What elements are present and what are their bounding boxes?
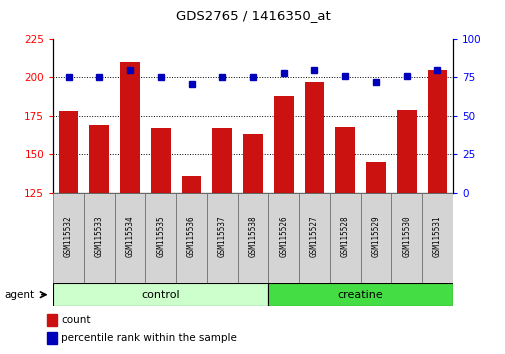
Bar bbox=[268, 193, 298, 283]
Bar bbox=[396, 110, 416, 193]
Text: GSM115532: GSM115532 bbox=[64, 216, 73, 257]
Bar bbox=[47, 332, 57, 344]
Bar bbox=[59, 111, 78, 193]
Bar bbox=[304, 82, 324, 193]
Bar bbox=[242, 135, 263, 193]
Text: GDS2765 / 1416350_at: GDS2765 / 1416350_at bbox=[175, 9, 330, 22]
Text: GSM115533: GSM115533 bbox=[94, 216, 104, 257]
Bar bbox=[115, 193, 145, 283]
Bar bbox=[427, 70, 446, 193]
Bar bbox=[181, 176, 201, 193]
Bar bbox=[273, 96, 293, 193]
Bar bbox=[360, 193, 390, 283]
Text: agent: agent bbox=[4, 290, 34, 300]
Text: creatine: creatine bbox=[337, 290, 383, 300]
Bar bbox=[298, 193, 329, 283]
Bar bbox=[212, 128, 232, 193]
Text: GSM115538: GSM115538 bbox=[248, 216, 257, 257]
Text: GSM115534: GSM115534 bbox=[125, 216, 134, 257]
Bar bbox=[390, 193, 421, 283]
Bar bbox=[89, 125, 109, 193]
Text: GSM115535: GSM115535 bbox=[156, 216, 165, 257]
Bar bbox=[329, 193, 360, 283]
Text: GSM115527: GSM115527 bbox=[310, 216, 318, 257]
Text: GSM115528: GSM115528 bbox=[340, 216, 349, 257]
Text: GSM115529: GSM115529 bbox=[371, 216, 380, 257]
Bar bbox=[421, 193, 452, 283]
Text: GSM115537: GSM115537 bbox=[217, 216, 226, 257]
Text: GSM115531: GSM115531 bbox=[432, 216, 441, 257]
Bar bbox=[237, 193, 268, 283]
Bar bbox=[150, 128, 170, 193]
Bar bbox=[47, 314, 57, 326]
Text: GSM115526: GSM115526 bbox=[279, 216, 288, 257]
Bar bbox=[120, 62, 140, 193]
Bar bbox=[84, 193, 115, 283]
Bar bbox=[53, 193, 84, 283]
Bar bbox=[207, 193, 237, 283]
Text: GSM115530: GSM115530 bbox=[401, 216, 411, 257]
Bar bbox=[53, 283, 268, 306]
Text: percentile rank within the sample: percentile rank within the sample bbox=[61, 333, 236, 343]
Text: count: count bbox=[61, 315, 90, 325]
Bar bbox=[268, 283, 452, 306]
Bar bbox=[176, 193, 207, 283]
Text: control: control bbox=[141, 290, 180, 300]
Bar bbox=[365, 162, 385, 193]
Bar bbox=[335, 127, 355, 193]
Text: GSM115536: GSM115536 bbox=[187, 216, 195, 257]
Bar bbox=[145, 193, 176, 283]
